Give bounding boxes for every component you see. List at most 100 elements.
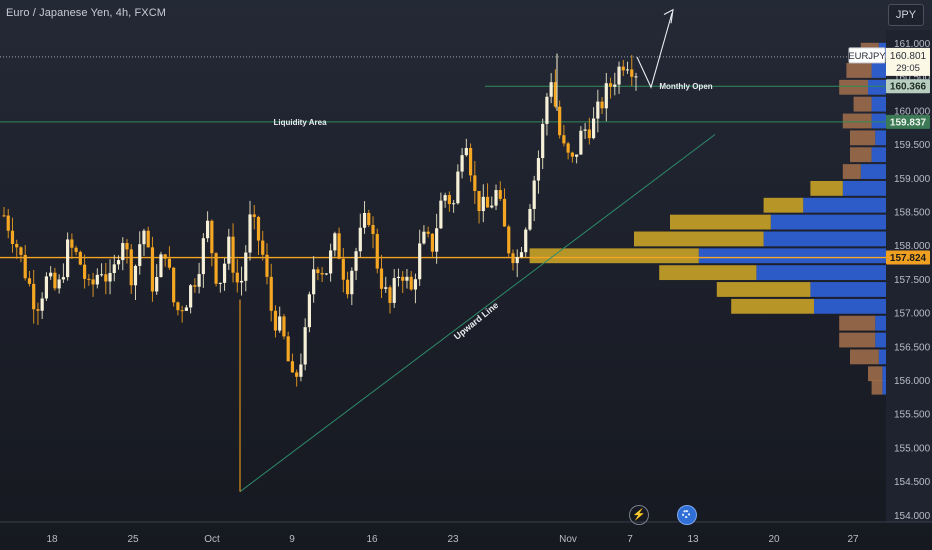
price-axis[interactable]: [886, 30, 932, 522]
candle-body: [49, 272, 53, 277]
candle-body: [477, 190, 481, 212]
candle-body: [630, 69, 634, 77]
economic-events-icon[interactable]: [677, 505, 697, 525]
candle-body: [575, 154, 579, 157]
y-tick-label: 155.500: [894, 410, 931, 421]
volume-profile-bar-up: [698, 248, 886, 264]
volume-profile-bar-up: [803, 197, 886, 213]
x-tick-label: 20: [768, 534, 780, 545]
volume-profile-bar-up: [842, 180, 886, 196]
candle-body: [273, 310, 278, 331]
candle-body: [473, 175, 477, 191]
x-tick-label: 16: [366, 534, 378, 545]
candle-body: [176, 302, 180, 311]
candle-body: [621, 66, 625, 71]
candle-body: [27, 278, 32, 284]
volume-profile-bar-down: [850, 130, 876, 146]
volume-profile-bar-down: [731, 298, 814, 314]
candle-body: [426, 231, 430, 234]
x-tick-label: 25: [127, 534, 139, 545]
candle-body: [91, 279, 95, 285]
candle-body: [558, 106, 562, 136]
candle-body: [435, 228, 439, 252]
candle-body: [350, 270, 354, 295]
candle-body: [358, 227, 362, 252]
volume-profile-bar-down: [850, 147, 872, 163]
support-tag: 157.824: [890, 253, 927, 264]
candle-body: [146, 230, 150, 248]
candle-body: [172, 267, 176, 303]
volume-profile-bar-up: [871, 113, 886, 129]
candle-body: [121, 243, 125, 261]
candle-body: [587, 129, 591, 139]
candle-body: [299, 364, 303, 377]
currency-button[interactable]: JPY: [888, 4, 924, 26]
candle-body: [6, 215, 10, 231]
candle-body: [2, 215, 6, 217]
volume-profile-bar-down: [839, 79, 868, 95]
candle-body: [201, 238, 205, 275]
symbol-tag: EURJPY: [848, 51, 886, 62]
annotation-upward-line: Upward Line: [452, 300, 500, 342]
countdown-tag: 29:05: [896, 63, 920, 74]
candle-body: [422, 231, 426, 244]
volume-profile-bar-down: [763, 197, 804, 213]
candle-body: [231, 236, 235, 273]
candle-body: [227, 236, 231, 264]
candle-body: [634, 76, 638, 78]
liquidity-tag: 159.837: [890, 117, 927, 128]
candle-body: [502, 198, 507, 227]
candle-body: [66, 239, 70, 278]
y-tick-label: 160.000: [894, 106, 931, 117]
candle-body: [464, 148, 468, 156]
volume-profile-bar-down: [634, 231, 764, 247]
chart-title: Euro / Japanese Yen, 4h, FXCM: [6, 7, 167, 19]
candle-body: [329, 250, 333, 274]
volume-profile-bar-up: [770, 214, 886, 230]
candle-body: [108, 273, 112, 282]
lightning-icon[interactable]: ⚡: [629, 505, 649, 525]
candle-body: [515, 257, 519, 264]
candle-body: [163, 254, 167, 259]
projection-arrow[interactable]: [636, 13, 673, 89]
candle-body: [265, 254, 269, 277]
volume-profile-bar-down: [846, 63, 872, 78]
candle-body: [430, 233, 435, 252]
candle-body: [341, 258, 345, 280]
y-tick-label: 154.500: [894, 477, 931, 488]
volume-profile-bar-up: [871, 63, 886, 78]
candle-body: [32, 283, 36, 310]
candle-body: [78, 251, 82, 265]
candle-body: [545, 96, 549, 124]
y-tick-label: 159.500: [894, 140, 931, 151]
candle-body: [104, 274, 108, 282]
volume-profile-bar-up: [860, 164, 886, 179]
annotation-monthly-open: Monthly Open: [659, 82, 712, 91]
x-tick-label: 7: [627, 534, 633, 545]
candle-body: [600, 101, 604, 109]
volume-profile-bar-up: [810, 282, 886, 297]
volume-profile-bar-up: [878, 349, 886, 365]
x-tick-label: Oct: [204, 534, 220, 545]
candle-body: [401, 276, 405, 281]
candle-body: [155, 277, 159, 292]
candle-body: [23, 254, 27, 279]
candle-body: [99, 274, 104, 276]
x-tick-label: 9: [289, 534, 295, 545]
y-tick-label: 160.500: [894, 73, 931, 84]
candle-body: [536, 158, 541, 181]
candle-body: [604, 83, 608, 109]
candle-body: [452, 203, 456, 205]
candle-body: [295, 372, 299, 377]
candle-body: [549, 82, 553, 97]
volume-profile-bar-up: [763, 231, 886, 247]
upward-trend-line[interactable]: [239, 134, 716, 493]
candle-body: [617, 66, 621, 85]
x-tick-label: 27: [847, 534, 859, 545]
candle-body: [316, 269, 320, 274]
candle-body: [61, 277, 65, 280]
candle-body: [142, 230, 146, 245]
candle-body: [138, 244, 142, 266]
